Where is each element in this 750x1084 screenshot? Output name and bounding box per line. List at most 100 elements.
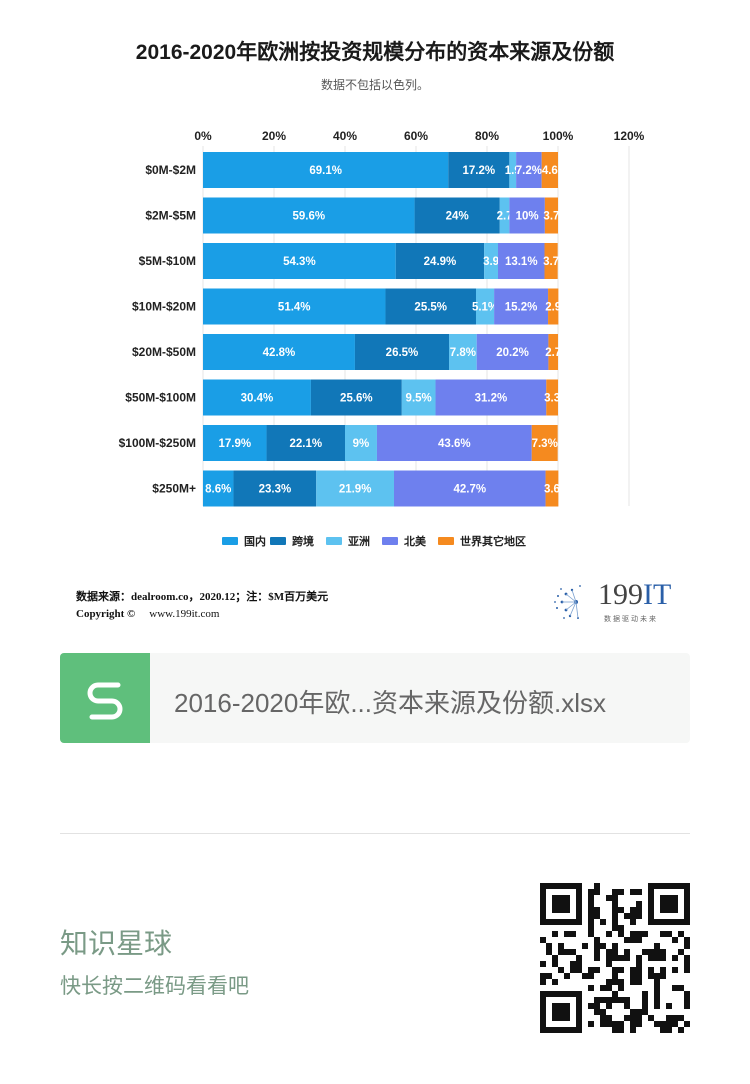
x-tick-label: 20% [262, 129, 286, 143]
legend-label: 亚洲 [348, 535, 370, 548]
data-label: 25.6% [340, 393, 373, 405]
bar-segment [498, 243, 545, 279]
divider [60, 833, 690, 834]
bar-segment [484, 243, 499, 279]
bar-segment [203, 425, 267, 461]
bar-segment [516, 152, 542, 188]
bar-segment [548, 334, 558, 370]
copyright-url: www.199it.com [149, 608, 220, 620]
data-label: 54.3% [283, 256, 316, 268]
data-label: 10% [516, 211, 539, 223]
data-label: 20.2% [496, 347, 529, 359]
bar-segment [449, 334, 477, 370]
data-label: 2.7 [545, 347, 561, 359]
legend-label: 跨境 [292, 534, 314, 548]
data-label: 9% [353, 438, 370, 450]
bar-segment [544, 243, 558, 279]
legend-swatch [326, 537, 342, 545]
bar-segment [203, 334, 355, 370]
logo-tagline: 数据驱动未来 [604, 616, 658, 623]
data-label: 3.3 [544, 393, 560, 405]
bar-segment [546, 379, 558, 416]
copyright-label: Copyright © [76, 608, 136, 620]
bar-segment [448, 152, 510, 188]
data-label: 8.6% [205, 484, 231, 496]
data-label: 59.6% [292, 211, 325, 223]
bar-segment [395, 243, 485, 279]
data-label: 7.3% [532, 438, 558, 450]
stacked-bar-chart: 0% 20% 40% 60% 80% 100% 120% $0M-$2M 69.1% 17.2% 1… [119, 129, 645, 548]
data-label: 7.2% [516, 165, 542, 177]
bar-segment [316, 470, 394, 507]
bar-segment [476, 334, 549, 370]
bar-segment [435, 379, 547, 416]
x-tick-label: 40% [333, 129, 357, 143]
data-label: 3.7 [543, 256, 559, 268]
bar-segment [509, 197, 545, 234]
spreadsheet-file-icon [60, 653, 150, 743]
copyright: Copyright © www.199it.com [76, 608, 219, 620]
legend-swatch [382, 537, 398, 545]
chart-area: 2016-2020年欧洲按投资规模分布的资本来源及份额 数据不包括以色列。 0%… [76, 41, 692, 626]
source-note: 数据来源：dealroom.co，2020.12；注：$M百万美元 [76, 591, 329, 603]
data-label: 9.5% [406, 393, 432, 405]
category-label: $250M+ [152, 482, 196, 496]
category-label: $5M-$10M [139, 254, 196, 268]
bar-segment [393, 470, 546, 507]
logo-wordmark: 199IT [598, 578, 672, 611]
bar-segment [548, 288, 559, 325]
data-label: 4.6 [542, 165, 558, 177]
bar-segment [531, 425, 558, 461]
bar-segment [509, 152, 517, 188]
x-tick-label: 60% [404, 129, 428, 143]
bar-segment [541, 152, 558, 188]
bar-segment [499, 197, 510, 234]
data-label: 21.9% [339, 484, 372, 496]
data-label: 24.9% [424, 256, 457, 268]
x-tick-label: 120% [614, 129, 645, 143]
bar-segment [203, 470, 234, 507]
data-label: 42.7% [453, 484, 486, 496]
data-label: 3.6 [544, 484, 560, 496]
brand-logo: 199IT 数据驱动未来 [552, 578, 692, 626]
legend-swatch [222, 537, 238, 545]
data-label: 2.7 [497, 211, 513, 223]
data-label: 30.4% [241, 393, 274, 405]
data-label: 3.7 [543, 211, 559, 223]
data-label: 23.3% [259, 484, 292, 496]
data-label: 17.9% [218, 438, 251, 450]
bar-segment [544, 197, 558, 234]
legend-label: 国内 [244, 534, 266, 548]
bar-segment [203, 152, 449, 188]
x-tick-label: 0% [194, 129, 212, 143]
category-label: $10M-$20M [132, 300, 196, 314]
bar-segment [203, 379, 311, 416]
bar-segment [345, 425, 377, 461]
data-label: 26.5% [386, 347, 419, 359]
category-label: $20M-$50M [132, 345, 196, 359]
category-label: $100M-$250M [119, 436, 196, 450]
bar-segment [203, 288, 386, 325]
bar-segment [310, 379, 402, 416]
bar-segment [203, 197, 415, 234]
bar-segment [494, 288, 549, 325]
logo-dandelion-icon [554, 585, 581, 619]
bar-segment [545, 470, 559, 507]
bar-segment [385, 288, 476, 325]
qr-code-icon[interactable] [540, 883, 690, 1033]
legend-label: 世界其它地区 [460, 534, 526, 548]
data-label: 3.9 [483, 256, 499, 268]
bar-segment [233, 470, 317, 507]
chart-subtitle: 数据不包括以色列。 [320, 78, 429, 92]
file-attachment-card[interactable]: 2016-2020年欧...资本来源及份额.xlsx [60, 653, 690, 743]
chart-title: 2016-2020年欧洲按投资规模分布的资本来源及份额 [135, 41, 615, 64]
data-label: 2.9 [545, 302, 561, 314]
data-label: 17.2% [463, 165, 496, 177]
promo-title: 知识星球 [60, 928, 173, 959]
data-label: 51.4% [278, 302, 311, 314]
legend-label: 北美 [404, 534, 427, 548]
data-label: 15.2% [505, 302, 538, 314]
bar-segment [401, 379, 436, 416]
promo-subtitle: 快长按二维码看看吧 [60, 975, 249, 998]
x-tick-label: 100% [543, 129, 574, 143]
